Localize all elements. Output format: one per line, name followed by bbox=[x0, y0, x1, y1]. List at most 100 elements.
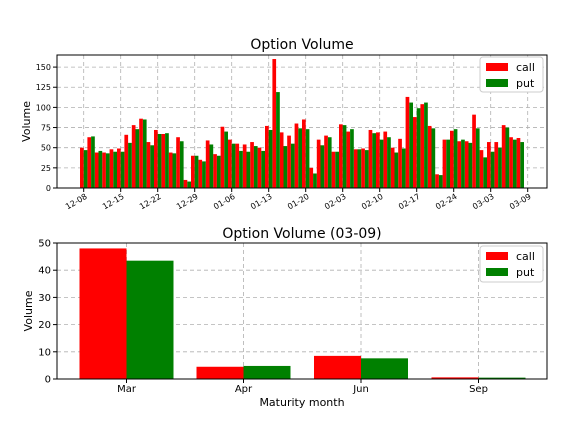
top-bar-call bbox=[427, 125, 432, 188]
top-bar-put bbox=[453, 129, 458, 188]
top-bar-call bbox=[383, 131, 388, 188]
top-bar-call bbox=[139, 118, 143, 188]
top-bar-put bbox=[91, 136, 95, 188]
top-bar-put bbox=[424, 102, 428, 188]
bottom-x-tick-label: Jun bbox=[352, 384, 369, 395]
top-bar-put bbox=[194, 155, 199, 188]
top-chart-bars bbox=[80, 59, 524, 188]
top-y-tick-label: 150 bbox=[36, 63, 51, 72]
top-bar-put bbox=[261, 150, 265, 188]
top-bar-put bbox=[409, 102, 413, 188]
bottom-x-tick-label: Sep bbox=[469, 384, 488, 395]
bottom-bar-put bbox=[361, 358, 408, 379]
top-bar-put bbox=[224, 131, 228, 188]
top-bar-call bbox=[501, 125, 506, 188]
bottom-bar-call bbox=[196, 366, 244, 379]
top-bar-call bbox=[390, 147, 395, 188]
top-bar-put bbox=[283, 146, 288, 188]
top-bar-put bbox=[157, 133, 162, 188]
top-bar-call bbox=[487, 142, 491, 188]
top-bar-call bbox=[302, 119, 306, 188]
top-chart-legend: call put bbox=[479, 56, 544, 93]
top-bar-call bbox=[131, 125, 136, 188]
top-bar-put bbox=[350, 129, 354, 188]
top-bar-call bbox=[220, 126, 225, 188]
top-bar-call bbox=[494, 142, 499, 188]
top-bar-put bbox=[490, 151, 495, 188]
bottom-bar-put bbox=[126, 260, 174, 379]
top-bar-call bbox=[235, 143, 240, 188]
bottom-legend-call-label: call bbox=[516, 250, 535, 263]
top-bar-call bbox=[117, 148, 121, 188]
top-x-tick-label: 01-20 bbox=[286, 192, 311, 211]
top-bar-call bbox=[457, 141, 462, 188]
top-bar-put bbox=[142, 119, 147, 188]
top-bar-put bbox=[298, 128, 302, 188]
top-x-tick-label: 12-22 bbox=[138, 192, 163, 211]
bottom-y-tick-label: 30 bbox=[38, 293, 51, 304]
top-bar-call bbox=[242, 144, 247, 188]
top-x-tick-label: 03-09 bbox=[508, 192, 533, 211]
top-bar-put bbox=[468, 142, 473, 188]
top-bar-call bbox=[376, 132, 380, 188]
top-bar-put bbox=[475, 128, 480, 188]
top-bar-put bbox=[387, 137, 391, 188]
top-bar-put bbox=[512, 139, 517, 188]
bottom-y-tick-label: 20 bbox=[38, 320, 51, 331]
top-bar-call bbox=[294, 123, 299, 188]
top-bar-call bbox=[450, 130, 454, 188]
top-bar-put bbox=[135, 129, 140, 188]
top-x-tick-label: 12-15 bbox=[101, 192, 126, 211]
top-bar-put bbox=[461, 139, 465, 188]
top-bar-call bbox=[102, 152, 106, 188]
top-y-tick-label: 125 bbox=[36, 83, 51, 92]
top-bar-call bbox=[161, 133, 166, 188]
top-bar-put bbox=[253, 146, 258, 188]
top-legend-put-label: put bbox=[516, 77, 535, 90]
bottom-y-tick-label: 0 bbox=[45, 375, 51, 386]
top-bar-put bbox=[105, 153, 110, 188]
top-bar-call bbox=[420, 104, 425, 188]
bottom-y-tick-label: 40 bbox=[38, 266, 51, 277]
top-bar-call bbox=[279, 132, 284, 188]
top-bar-call bbox=[250, 142, 254, 188]
top-bar-put bbox=[202, 161, 206, 188]
top-bar-call bbox=[472, 114, 476, 188]
top-bar-put bbox=[239, 150, 243, 188]
top-bar-put bbox=[231, 143, 236, 188]
top-bar-put bbox=[320, 145, 325, 188]
top-bar-put bbox=[113, 151, 117, 188]
top-x-tick-label: 01-06 bbox=[212, 192, 237, 211]
top-bar-call bbox=[146, 142, 151, 188]
top-bar-put bbox=[179, 141, 184, 188]
bottom-chart-x-ticks: Mar Apr Jun Sep bbox=[117, 379, 488, 395]
top-bar-put bbox=[446, 139, 450, 188]
top-chart-x-ticks: 12-08 12-15 12-22 12-29 01-06 01-13 01-20 02-03… bbox=[64, 188, 533, 211]
top-x-tick-label: 02-10 bbox=[360, 192, 385, 211]
bottom-bar-call bbox=[314, 355, 361, 379]
top-bar-call bbox=[154, 129, 158, 188]
top-bar-call bbox=[272, 59, 277, 188]
bottom-chart-frame bbox=[56, 242, 548, 380]
top-bar-call bbox=[124, 134, 129, 188]
bottom-bar-call bbox=[431, 377, 479, 379]
top-bar-call bbox=[435, 174, 439, 188]
bottom-chart-bars bbox=[79, 248, 526, 379]
top-bar-call bbox=[464, 141, 469, 188]
top-bar-put bbox=[268, 129, 273, 188]
top-bar-put bbox=[372, 133, 376, 188]
top-bar-put bbox=[128, 142, 132, 188]
top-bar-put bbox=[342, 125, 347, 188]
bottom-chart-y-ticks: 0 10 20 30 40 50 bbox=[38, 239, 57, 386]
top-bar-call bbox=[509, 137, 513, 188]
top-bar-call bbox=[442, 139, 447, 188]
top-bar-put bbox=[313, 173, 317, 188]
top-bar-put bbox=[364, 150, 369, 188]
top-bar-call bbox=[94, 152, 99, 188]
top-bar-put bbox=[83, 150, 88, 188]
bottom-chart-ylabel: Volume bbox=[22, 290, 35, 331]
top-bar-put bbox=[327, 137, 332, 188]
top-bar-put bbox=[520, 142, 524, 188]
top-bar-call bbox=[287, 135, 291, 188]
top-bar-put bbox=[335, 151, 339, 188]
